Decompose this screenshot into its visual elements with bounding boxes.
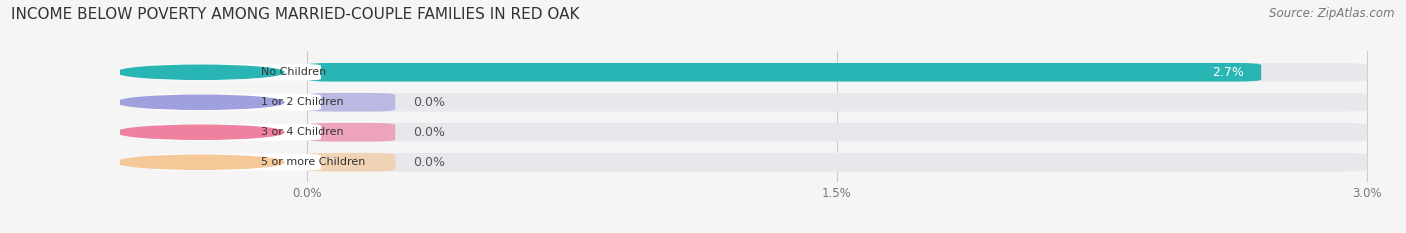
Text: 1 or 2 Children: 1 or 2 Children — [262, 97, 343, 107]
FancyBboxPatch shape — [307, 93, 1367, 112]
Circle shape — [117, 155, 284, 169]
Text: 0.0%: 0.0% — [413, 156, 444, 169]
FancyBboxPatch shape — [307, 153, 395, 171]
FancyBboxPatch shape — [307, 123, 395, 141]
Circle shape — [117, 95, 284, 109]
FancyBboxPatch shape — [307, 123, 1367, 141]
Circle shape — [117, 125, 284, 139]
FancyBboxPatch shape — [307, 63, 1367, 82]
Circle shape — [117, 65, 284, 79]
FancyBboxPatch shape — [307, 63, 1261, 82]
Text: No Children: No Children — [262, 67, 326, 77]
Text: 2.7%: 2.7% — [1212, 66, 1243, 79]
FancyBboxPatch shape — [307, 93, 395, 112]
FancyBboxPatch shape — [152, 124, 321, 141]
Text: 5 or more Children: 5 or more Children — [262, 157, 366, 167]
Text: 0.0%: 0.0% — [413, 126, 444, 139]
Text: 3 or 4 Children: 3 or 4 Children — [262, 127, 343, 137]
FancyBboxPatch shape — [152, 64, 321, 81]
FancyBboxPatch shape — [152, 154, 321, 171]
FancyBboxPatch shape — [152, 94, 321, 111]
Text: 0.0%: 0.0% — [413, 96, 444, 109]
Text: INCOME BELOW POVERTY AMONG MARRIED-COUPLE FAMILIES IN RED OAK: INCOME BELOW POVERTY AMONG MARRIED-COUPL… — [11, 7, 579, 22]
Text: Source: ZipAtlas.com: Source: ZipAtlas.com — [1270, 7, 1395, 20]
FancyBboxPatch shape — [307, 153, 1367, 171]
